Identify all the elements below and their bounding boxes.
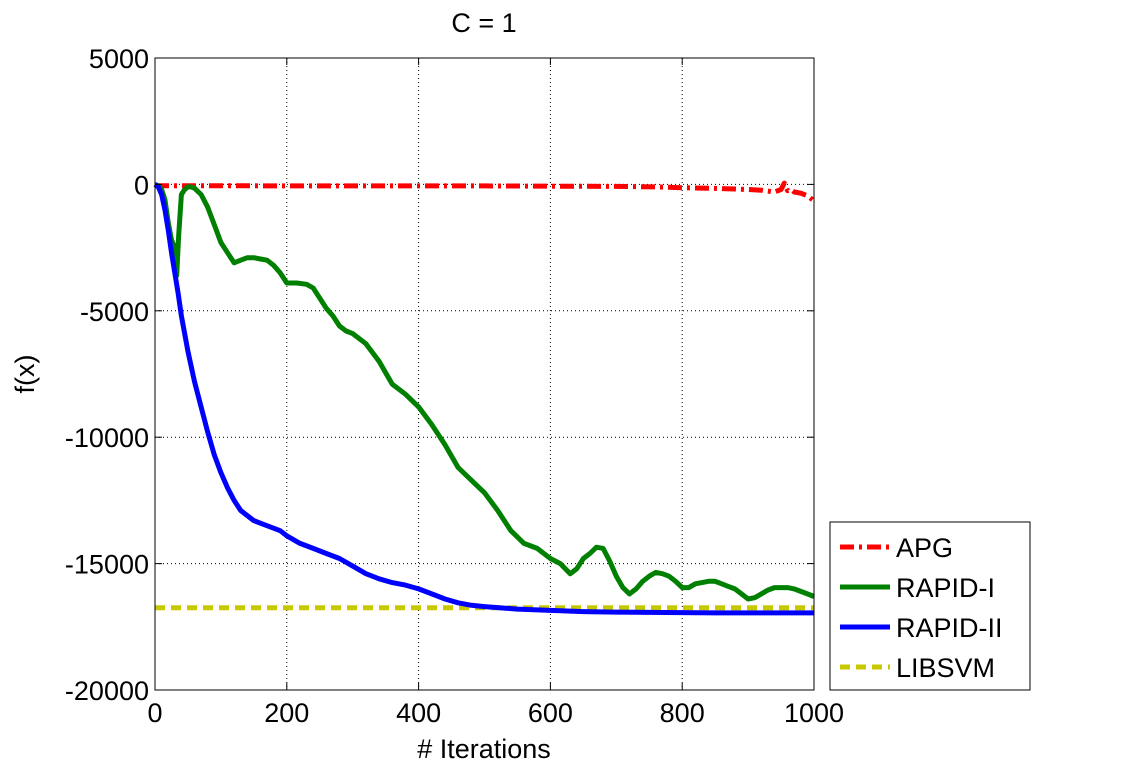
y-tick-label: -5000 (80, 297, 149, 327)
legend-label-rapid-ii: RAPID-II (896, 613, 1003, 643)
x-tick-label: 200 (264, 698, 309, 728)
y-tick-label: 5000 (89, 44, 149, 74)
legend-label-rapid-i: RAPID-I (896, 573, 995, 603)
x-tick-label: 1000 (784, 698, 844, 728)
y-tick-label: -20000 (65, 676, 149, 706)
legend-label-apg: APG (896, 533, 953, 563)
plot-area: 0 200 400 600 800 1000 5000 0 -5000 -10000 -15000 -… (65, 44, 844, 728)
series-layer (153, 180, 816, 616)
x-tick-label: 800 (660, 698, 705, 728)
legend: APG RAPID-I RAPID-II LIBSVM (829, 521, 1031, 691)
axes-box (155, 58, 814, 690)
y-axis-label: f(x) (10, 355, 40, 394)
chart-title: C = 1 (451, 8, 516, 38)
x-tick-label: 0 (147, 698, 162, 728)
ticks: 0 200 400 600 800 1000 5000 0 -5000 -10000 -15000 -… (65, 44, 844, 728)
series-line-rapid-i (154, 182, 815, 602)
legend-box (829, 521, 1031, 691)
series-line-rapid-ii (153, 182, 814, 616)
series-line-apg (155, 180, 816, 203)
x-axis-label: # Iterations (417, 734, 551, 764)
grid (155, 58, 814, 690)
y-tick-label: 0 (134, 170, 149, 200)
axes-frame (154, 57, 815, 691)
y-tick-label: -10000 (65, 423, 149, 453)
legend-label-libsvm: LIBSVM (896, 653, 995, 683)
x-tick-label: 400 (396, 698, 441, 728)
x-tick-label: 600 (528, 698, 573, 728)
y-tick-label: -15000 (65, 550, 149, 580)
